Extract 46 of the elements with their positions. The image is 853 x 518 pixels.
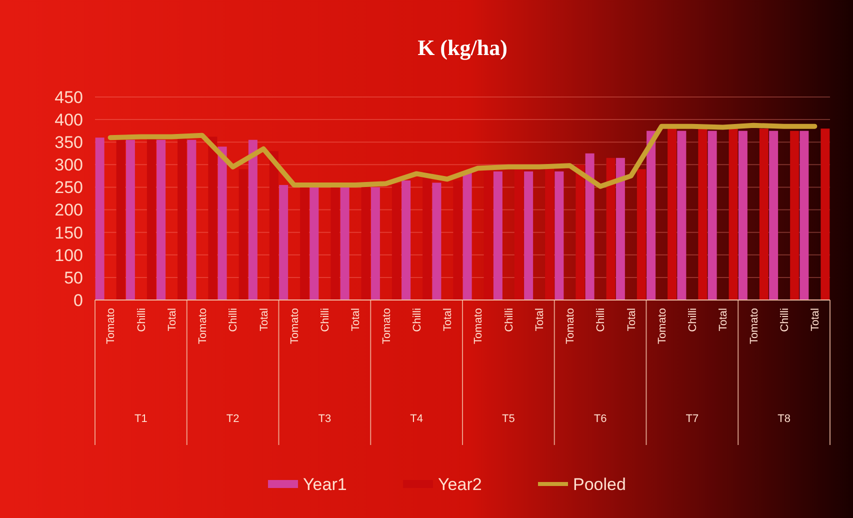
text: T4 xyxy=(410,413,423,425)
x-tick-label: Total xyxy=(810,308,822,332)
y-tick-label: 50 xyxy=(64,268,83,288)
x-tick-label: Chilli xyxy=(320,308,332,332)
x-tick-label: Tomato xyxy=(288,308,301,344)
x-tick-label: Total xyxy=(166,308,178,332)
y-tick-label: 400 xyxy=(54,110,83,130)
y-tick-label: 350 xyxy=(54,133,83,152)
x-tick-label: Chilli xyxy=(595,308,608,332)
x-tick-label: Tomato xyxy=(472,308,485,344)
x-tick-label: Chilli xyxy=(687,308,700,332)
x-tick-label: Chilli xyxy=(778,308,791,332)
legend-label: Year2 xyxy=(438,474,482,494)
x-tick-label: Chilli xyxy=(503,308,516,332)
y-tick-label: 450 xyxy=(54,88,83,107)
x-tick-label: Tomato xyxy=(748,308,760,344)
text: T1 xyxy=(134,413,148,425)
y-tick-label: 150 xyxy=(54,223,83,242)
text: T2 xyxy=(226,413,240,425)
y-tick-label: 100 xyxy=(54,246,83,265)
x-tick-label: Tomato xyxy=(197,308,210,344)
x-tick-label: Tomato xyxy=(380,308,393,344)
y-tick-label: 0 xyxy=(74,290,83,310)
y-tick-label: 250 xyxy=(54,178,83,198)
x-tick-label: Total xyxy=(718,308,730,332)
x-tick-label: Total xyxy=(350,308,362,332)
x-tick-label: Tomato xyxy=(656,308,668,344)
x-tick-label: Tomato xyxy=(105,308,118,344)
x-tick-label: Total xyxy=(442,308,454,332)
legend-label: Year1 xyxy=(303,474,347,494)
x-tick-label: Tomato xyxy=(564,308,577,344)
text: T6 xyxy=(594,413,607,425)
x-tick-label: Total xyxy=(534,308,546,332)
text: T8 xyxy=(778,413,790,425)
x-tick-label: Chilli xyxy=(228,308,240,332)
x-tick-label: Total xyxy=(258,308,270,332)
y-tick-label: 300 xyxy=(54,156,83,175)
legend-label: Pooled xyxy=(573,474,626,494)
text: T3 xyxy=(318,413,332,425)
y-tick-label: 200 xyxy=(54,200,83,220)
text: T5 xyxy=(502,413,515,425)
text: T7 xyxy=(686,413,699,425)
x-tick-label: Chilli xyxy=(411,308,424,332)
x-tick-label: Total xyxy=(626,308,638,332)
chart-title: K (kg/ha) xyxy=(418,35,508,60)
x-tick-label: Chilli xyxy=(136,308,148,332)
